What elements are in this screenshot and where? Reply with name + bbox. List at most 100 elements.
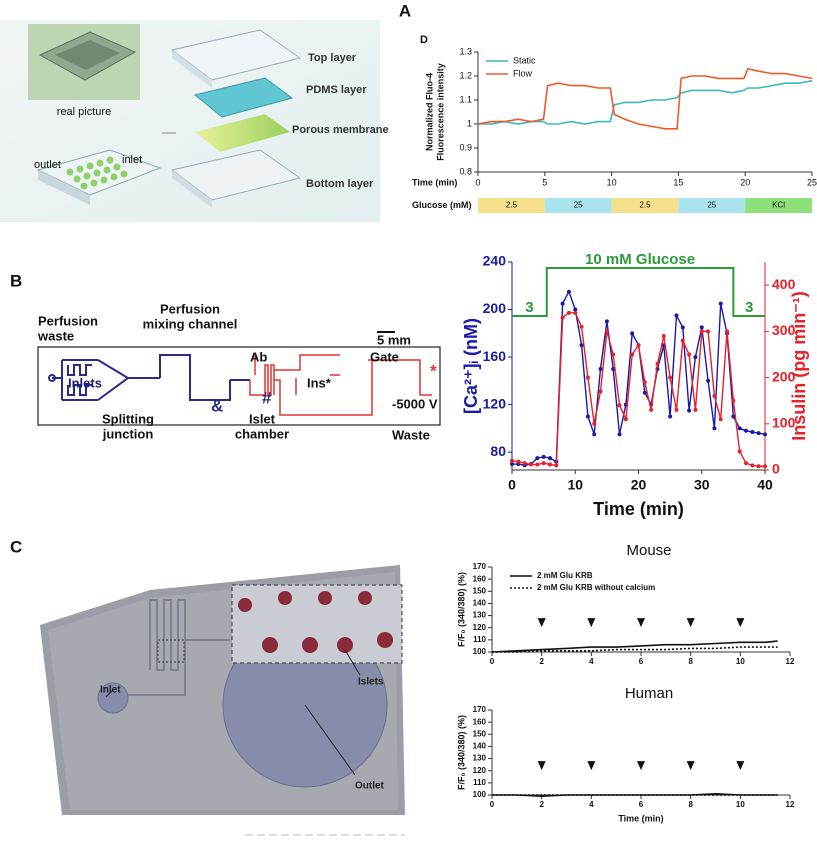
diagram-label: chamber <box>235 426 289 441</box>
data-point <box>756 464 761 469</box>
data-point <box>649 407 654 412</box>
data-point <box>655 361 660 366</box>
panel-c-diagram <box>40 565 405 836</box>
diagram-label: waste <box>37 328 74 343</box>
y-tick-label: 110 <box>473 778 486 787</box>
stimulus-arrow <box>587 761 596 771</box>
inlet-label: inlet <box>122 154 142 166</box>
data-point <box>674 313 679 318</box>
diagram-label: 5 mm <box>377 332 411 347</box>
data-point <box>750 429 755 434</box>
x-tick-label: 0 <box>475 177 480 187</box>
y-tick-label: 130 <box>473 611 487 620</box>
x-tick-label: 10 <box>607 177 617 187</box>
glucose-segment <box>611 198 679 213</box>
diagram-label: junction <box>102 426 154 441</box>
y-tick-label: 1.3 <box>459 46 472 56</box>
data-point <box>737 426 742 431</box>
glucose-label: 10 mM Glucose <box>585 251 695 268</box>
data-point <box>547 462 552 467</box>
x-tick-label: 6 <box>639 657 644 666</box>
x-tick-label: 2 <box>539 657 544 666</box>
data-point <box>744 461 749 466</box>
data-point <box>668 375 673 380</box>
series-line <box>512 289 766 466</box>
data-point <box>510 462 514 467</box>
diagram-label: -5000 V <box>392 396 438 411</box>
data-point <box>598 366 603 371</box>
diagram-label: Inlet <box>100 685 121 696</box>
y2-axis-label: Insulin (pg min⁻¹) <box>789 291 809 440</box>
diagram-label: Waste <box>392 427 430 442</box>
y-tick-label: 240 <box>483 253 507 269</box>
y-axis-label: F/F₀ (340/380) (%) <box>456 572 466 647</box>
data-point <box>718 301 723 306</box>
x-tick-label: 4 <box>589 800 594 809</box>
diagram-label: Perfusion <box>160 301 220 316</box>
glucose-segment <box>678 198 746 213</box>
y2-tick-label: 400 <box>772 276 796 292</box>
data-point <box>535 456 540 461</box>
data-point <box>541 454 546 459</box>
y-axis-label: Fluorescence intensity <box>435 63 445 161</box>
layer-label: PDMS layer <box>306 84 367 96</box>
glucose-segment-label: 25 <box>574 201 583 210</box>
series-line <box>491 640 778 653</box>
stimulus-arrow <box>537 761 546 771</box>
glucose-segment-label: 2.5 <box>639 201 651 210</box>
x-tick-label: 20 <box>631 477 647 493</box>
glucose-low-label: 3 <box>745 299 753 316</box>
layer-label: Top layer <box>308 52 357 64</box>
diagram-label: Outlet <box>355 781 385 792</box>
data-point <box>522 461 527 466</box>
x-tick-label: 0 <box>490 800 495 809</box>
diagram-label: mixing channel <box>143 316 238 331</box>
data-point <box>674 407 679 412</box>
x-tick-label: 0 <box>490 657 495 666</box>
x-tick-label: 10 <box>567 477 583 493</box>
y2-tick-label: 100 <box>772 414 796 430</box>
y-tick-label: 100 <box>473 790 487 799</box>
y-tick-label: 1 <box>467 118 472 128</box>
data-point <box>642 380 647 385</box>
legend-label: Static <box>513 55 536 65</box>
y-tick-label: 160 <box>483 348 507 364</box>
data-point <box>731 414 736 419</box>
data-point <box>687 408 692 413</box>
diagram-label: Perfusion <box>38 313 98 328</box>
x-tick-label: 12 <box>786 657 795 666</box>
x-tick-label: 12 <box>786 800 795 809</box>
glucose-step <box>512 267 765 317</box>
y-axis-label: Normalized Fluo-4 <box>424 73 434 151</box>
data-point <box>585 375 590 380</box>
diagram-label: * <box>430 361 437 380</box>
stimulus-arrow <box>686 618 695 628</box>
data-point <box>516 459 521 464</box>
data-point <box>592 421 597 426</box>
panel-b-diagram <box>37 331 441 426</box>
data-point <box>579 343 584 348</box>
layer-label: Bottom layer <box>306 178 374 190</box>
x-tick-label: 25 <box>807 177 817 187</box>
diagram-label: Islets <box>358 677 384 688</box>
x-tick-label: 4 <box>589 657 594 666</box>
data-point <box>541 461 546 466</box>
glucose-segment <box>745 198 812 213</box>
data-point <box>535 462 540 467</box>
data-point <box>636 343 641 348</box>
stimulus-arrow <box>686 761 695 771</box>
data-point <box>579 324 584 329</box>
data-point <box>706 378 711 383</box>
data-point <box>680 338 685 343</box>
data-point <box>611 352 616 357</box>
y2-tick-label: 200 <box>772 368 796 384</box>
x-tick-label: 10 <box>736 800 745 809</box>
data-point <box>706 329 711 334</box>
y-tick-label: 150 <box>473 729 487 738</box>
data-point <box>712 426 717 431</box>
y-tick-label: 110 <box>473 635 486 644</box>
glucose-segment <box>478 198 545 213</box>
data-point <box>725 329 730 334</box>
data-point <box>737 449 742 454</box>
